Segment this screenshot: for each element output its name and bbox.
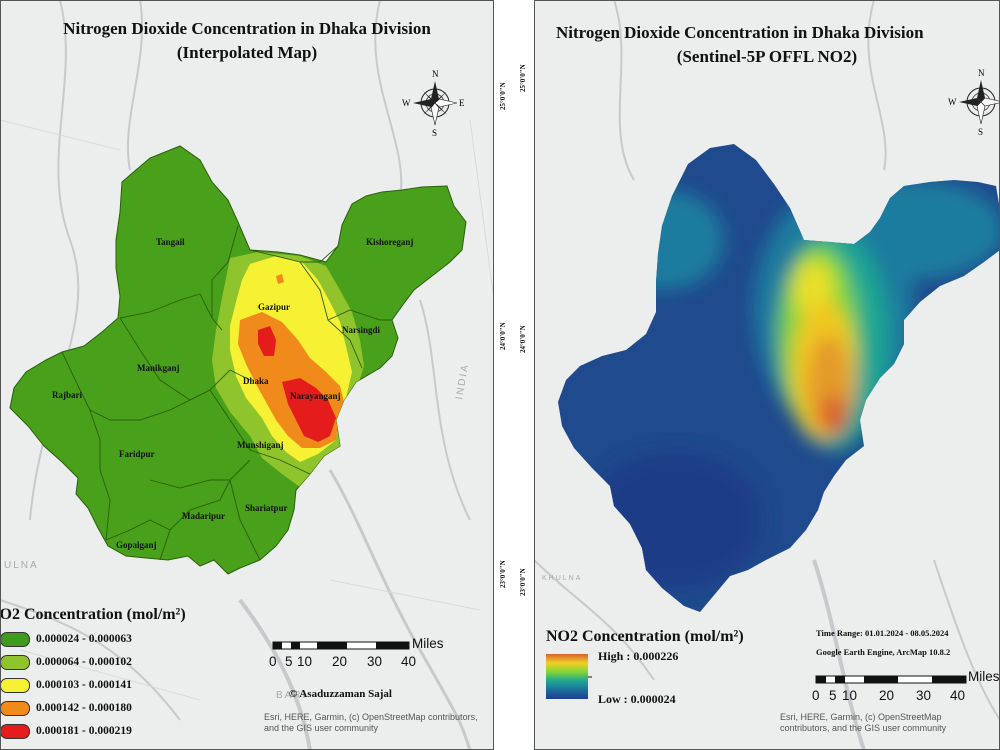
right-map-subtitle: (Sentinel-5P OFFL NO2) (676, 47, 858, 66)
district-label-narayanganj: Narayanganj (290, 391, 341, 401)
lat-label-24-right: 24°0'0"N (519, 325, 527, 353)
district-label-rajbari: Rajbari (52, 390, 82, 400)
district-label-gopalganj: Gopalganj (116, 540, 157, 550)
interpolated-map-canvas: ULNA INDIA BARI (0, 0, 494, 750)
right-scale-tick: 10 (842, 688, 858, 703)
software-text: Google Earth Engine, ArcMap 10.8.2 (816, 647, 951, 657)
khulna-label: ULNA (4, 560, 39, 571)
legend-item: 0.000142 - 0.000180 (0, 700, 132, 716)
left-map-title: Nitrogen Dioxide Concentration in Dhaka … (63, 19, 431, 38)
district-label-narsingdi: Narsingdi (342, 325, 381, 335)
left-scale-tick: 40 (401, 654, 417, 669)
compass-w: W (948, 97, 957, 107)
right-scale-tick: 5 (829, 688, 837, 703)
left-scale-tick: 5 (285, 654, 293, 669)
author-credit: © Asaduzzaman Sajal (289, 688, 392, 700)
no2-raster (584, 180, 1000, 590)
legend-high-label: High : 0.000226 (598, 649, 679, 663)
district-label-shariatpur: Shariatpur (245, 503, 288, 513)
compass-s: S (432, 128, 437, 138)
district-label-tangail: Tangail (156, 237, 185, 247)
legend-swatch (0, 631, 30, 647)
legend-swatch (0, 677, 30, 693)
lat-label-23-right: 23°0'0"N (519, 568, 527, 596)
district-label-dhaka: Dhaka (243, 376, 269, 386)
legend-label: 0.000103 - 0.000141 (36, 679, 132, 691)
legend-item: 0.000103 - 0.000141 (0, 677, 132, 693)
left-scale-unit: Miles (412, 636, 444, 651)
basemap-rivers (534, 0, 1000, 750)
time-range-text: Time Range: 01.01.2024 - 08.05.2024 (816, 628, 949, 638)
district-borders (61, 225, 392, 561)
compass-rose-icon: N S E W (402, 69, 465, 138)
left-scale-tick: 30 (367, 654, 383, 669)
compass-w: W (402, 98, 411, 108)
india-label: INDIA (454, 362, 471, 400)
legend-item: 0.000181 - 0.000219 (0, 723, 132, 739)
color-ramp (546, 654, 588, 699)
left-attribution-line1: Esri, HERE, Garmin, (c) OpenStreetMap co… (264, 712, 478, 722)
interpolated-map-panel: ULNA INDIA BARI (0, 0, 494, 750)
sentinel-map-panel: KHULNA N S (534, 0, 1000, 750)
compass-n: N (978, 68, 985, 78)
district-label-munshiganj: Munshiganj (237, 440, 284, 450)
khulna-label: KHULNA (542, 575, 582, 582)
district-label-faridpur: Faridpur (119, 449, 155, 459)
legend-low-label: Low : 0.000024 (598, 692, 676, 706)
compass-n: N (432, 69, 439, 79)
district-label-madaripur: Madaripur (182, 511, 225, 521)
right-scale-tick: 40 (950, 688, 966, 703)
right-scale-tick: 30 (916, 688, 932, 703)
compass-e: E (459, 98, 465, 108)
legend-label: 0.000142 - 0.000180 (36, 702, 132, 714)
legend-label: 0.000181 - 0.000219 (36, 725, 132, 737)
left-legend-title: NO2 Concentration (mol/m²) (0, 606, 186, 623)
lat-label-25: 25°0'0"N (499, 82, 507, 110)
lat-label-23: 23°0'0"N (499, 560, 507, 588)
district-label-manikganj: Manikganj (137, 363, 180, 373)
scale-bar (815, 675, 967, 684)
left-scale-tick: 20 (332, 654, 348, 669)
legend-swatch (0, 700, 30, 716)
left-scale-tick: 0 (269, 654, 277, 669)
compass-s: S (978, 127, 983, 137)
lat-label-25-right: 25°0'0"N (519, 64, 527, 92)
legend-item: 0.000024 - 0.000063 (0, 631, 132, 647)
legend-label: 0.000064 - 0.000102 (36, 656, 132, 668)
right-scale-unit: Miles (968, 669, 1000, 684)
legend-swatch (0, 654, 30, 670)
right-attribution-line2: contributors, and the GIS user community (780, 723, 947, 733)
left-attribution-line2: and the GIS user community (264, 723, 379, 733)
right-scale-tick: 0 (812, 688, 820, 703)
compass-rose-icon: N S W (948, 68, 1000, 137)
legend-label: 0.000024 - 0.000063 (36, 633, 132, 645)
district-label-gazipur: Gazipur (258, 302, 290, 312)
lat-label-24: 24°0'0"N (499, 322, 507, 350)
legend-swatch (0, 723, 30, 739)
right-map-title: Nitrogen Dioxide Concentration in Dhaka … (556, 23, 924, 42)
barisal-label: BARI (276, 690, 307, 701)
legend-item: 0.000064 - 0.000102 (0, 654, 132, 670)
scale-bar (272, 641, 410, 650)
right-legend-title: NO2 Concentration (mol/m²) (546, 628, 744, 645)
right-scale-tick: 20 (879, 688, 895, 703)
sentinel-map-canvas: KHULNA N S (534, 0, 1000, 750)
right-attribution-line1: Esri, HERE, Garmin, (c) OpenStreetMap (780, 712, 942, 722)
left-scale-tick: 10 (297, 654, 313, 669)
left-map-subtitle: (Interpolated Map) (176, 43, 318, 62)
district-label-kishoreganj: Kishoreganj (366, 237, 413, 247)
